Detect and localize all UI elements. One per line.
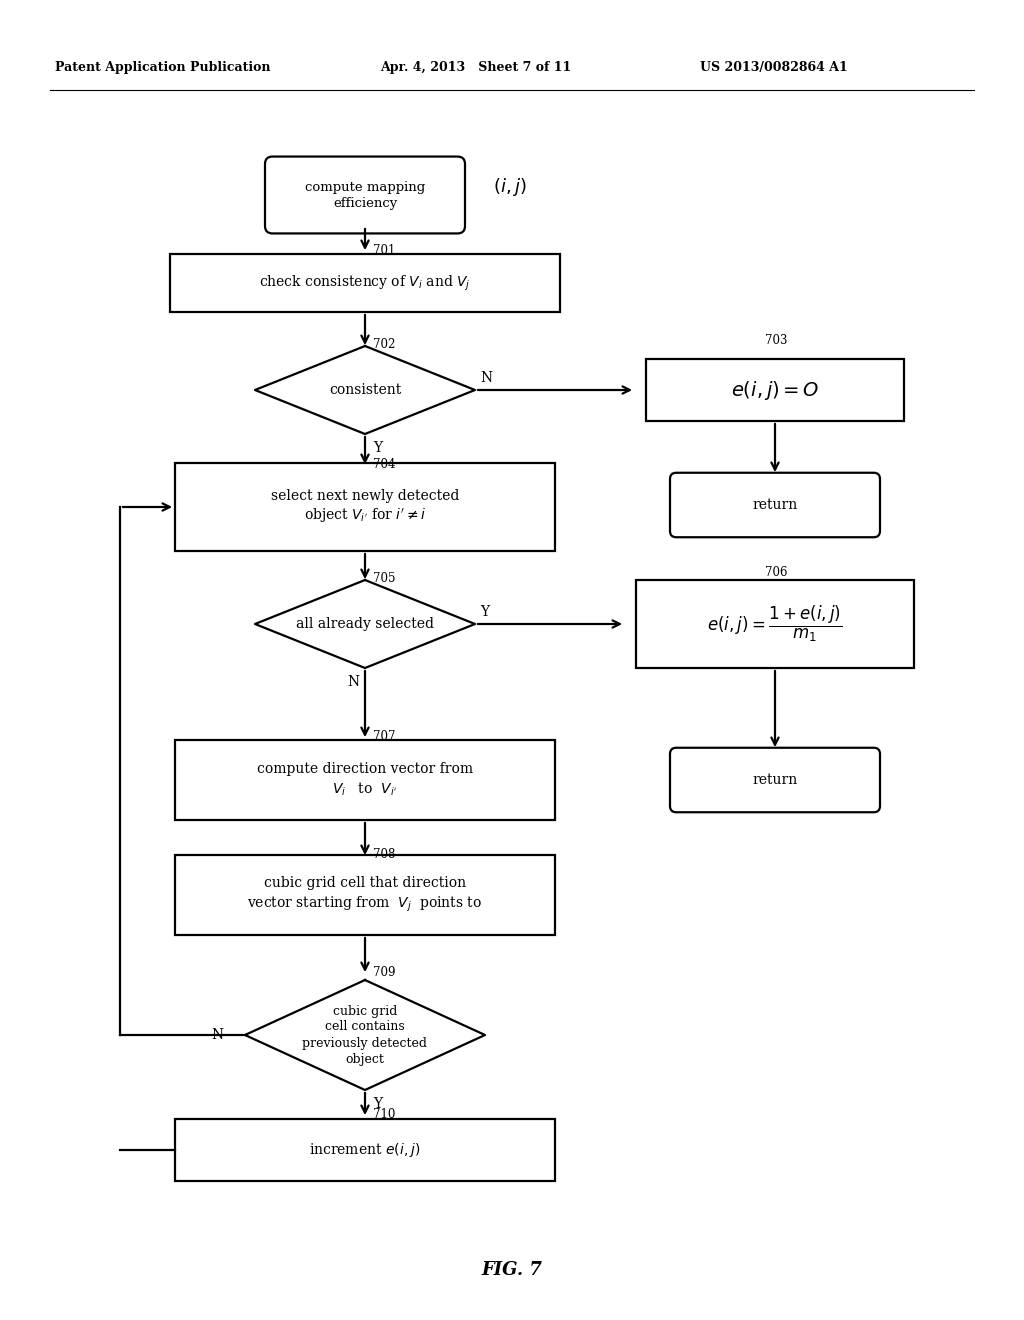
Text: consistent: consistent <box>329 383 401 397</box>
Text: cubic grid cell that direction
vector starting from  $V_j$  points to: cubic grid cell that direction vector st… <box>248 876 482 913</box>
Text: 704: 704 <box>373 458 395 470</box>
FancyBboxPatch shape <box>670 747 880 812</box>
Text: 707: 707 <box>373 730 395 743</box>
Text: select next newly detected
object $V_{i'}$ for $i' \neq i$: select next newly detected object $V_{i'… <box>270 488 459 525</box>
Text: N: N <box>211 1028 223 1041</box>
Text: 709: 709 <box>373 965 395 978</box>
Text: N: N <box>480 371 493 385</box>
Text: increment $e(i,j)$: increment $e(i,j)$ <box>309 1140 421 1159</box>
Text: cubic grid
cell contains
previously detected
object: cubic grid cell contains previously dete… <box>302 1005 427 1065</box>
Text: Y: Y <box>373 441 382 455</box>
Text: $e(i,j)=O$: $e(i,j)=O$ <box>731 379 819 401</box>
Text: FIG. 7: FIG. 7 <box>481 1261 543 1279</box>
Text: 708: 708 <box>373 849 395 862</box>
Bar <box>175 463 555 550</box>
FancyBboxPatch shape <box>670 473 880 537</box>
Text: 701: 701 <box>373 243 395 256</box>
Bar <box>175 1119 555 1181</box>
Bar <box>175 855 555 935</box>
Text: Apr. 4, 2013   Sheet 7 of 11: Apr. 4, 2013 Sheet 7 of 11 <box>380 62 571 74</box>
Bar <box>175 741 555 820</box>
Text: all already selected: all already selected <box>296 616 434 631</box>
Text: 703: 703 <box>765 334 787 346</box>
Text: check consistency of $V_i$ and $V_j$: check consistency of $V_i$ and $V_j$ <box>259 273 471 293</box>
Text: Y: Y <box>373 1097 382 1111</box>
Text: N: N <box>347 675 359 689</box>
Bar <box>636 579 914 668</box>
Text: return: return <box>753 774 798 787</box>
Text: Patent Application Publication: Patent Application Publication <box>55 62 270 74</box>
Text: Y: Y <box>480 605 489 619</box>
Text: return: return <box>753 498 798 512</box>
Bar <box>170 253 560 312</box>
Text: US 2013/0082864 A1: US 2013/0082864 A1 <box>700 62 848 74</box>
FancyBboxPatch shape <box>265 157 465 234</box>
Text: 710: 710 <box>373 1109 395 1122</box>
Text: 702: 702 <box>373 338 395 351</box>
Text: 705: 705 <box>373 573 395 586</box>
Text: compute direction vector from
$V_i$   to  $V_{i'}$: compute direction vector from $V_i$ to $… <box>257 763 473 797</box>
Text: $(i, j)$: $(i, j)$ <box>493 176 526 198</box>
Text: $e(i,j)=\dfrac{1+e(i,j)}{m_1}$: $e(i,j)=\dfrac{1+e(i,j)}{m_1}$ <box>708 603 843 644</box>
Text: compute mapping
efficiency: compute mapping efficiency <box>305 181 425 210</box>
Bar <box>646 359 904 421</box>
Text: 706: 706 <box>765 565 787 578</box>
